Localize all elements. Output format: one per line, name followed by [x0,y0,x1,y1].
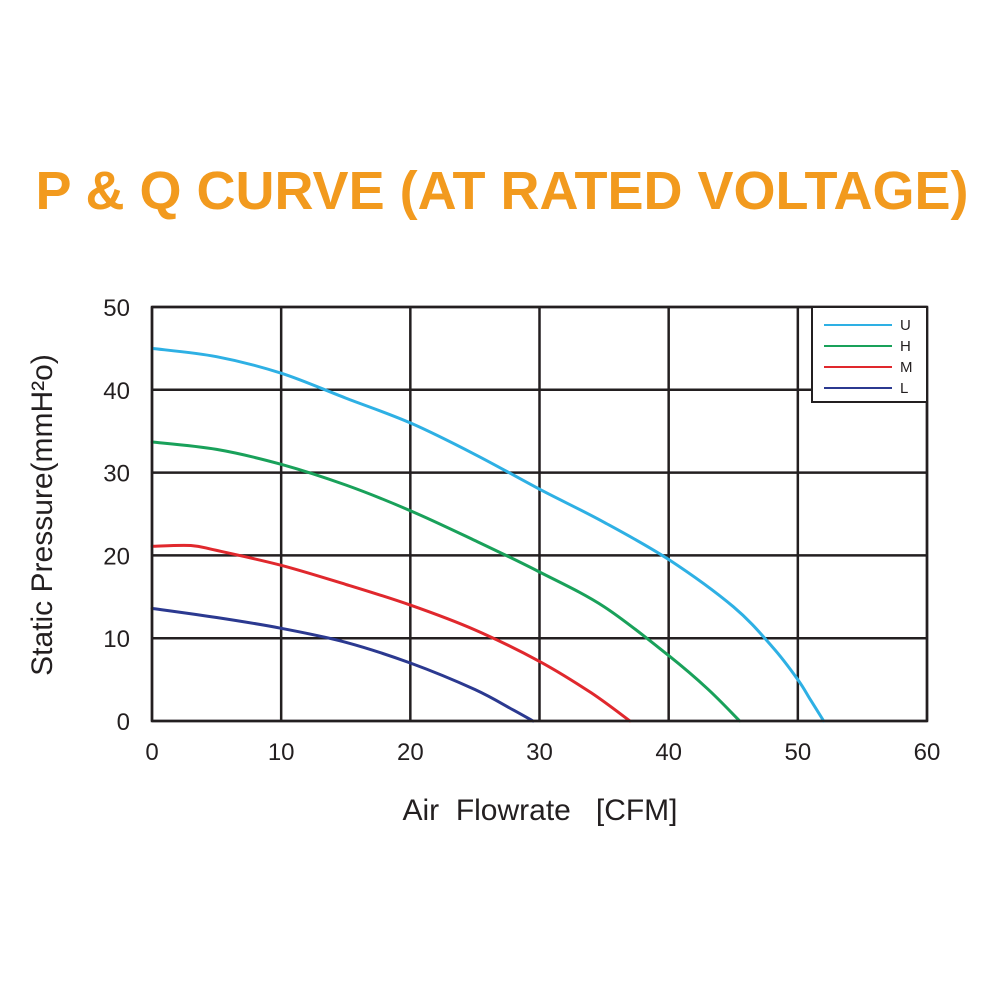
series-line-m [150,543,632,723]
legend-label-l: L [900,380,908,397]
x-axis-label: Air Flowrate [CFM] [402,794,677,827]
x-tick-label: 60 [914,739,941,766]
y-tick-label: 0 [117,709,130,736]
y-tick-label: 50 [103,295,130,322]
x-tick-label: 0 [145,739,158,766]
series-line-h [150,440,742,723]
y-tick-label: 10 [103,626,130,653]
legend-label-u: U [900,317,911,334]
plot-frame [150,305,929,723]
y-tick-label: 40 [103,378,130,405]
x-tick-label: 10 [268,739,295,766]
y-tick-labels: 0 10 20 30 40 50 [103,295,130,736]
legend-label-h: H [900,338,911,355]
x-tick-label: 20 [397,739,424,766]
y-tick-label: 20 [103,543,130,570]
x-tick-label: 30 [526,739,553,766]
series-line-u [150,346,826,723]
series-curves [150,346,826,723]
y-tick-label: 30 [103,461,130,488]
chart-title: P & Q CURVE (AT RATED VOLTAGE) [35,161,969,221]
x-tick-labels: 0 10 20 30 40 50 60 [145,739,940,766]
legend-label-m: M [900,359,913,376]
legend-box [811,306,928,403]
x-tick-label: 50 [784,739,811,766]
series-line-l [150,606,535,723]
x-tick-label: 40 [655,739,682,766]
y-axis-label: Static Pressure(mmH²o) [26,354,59,676]
